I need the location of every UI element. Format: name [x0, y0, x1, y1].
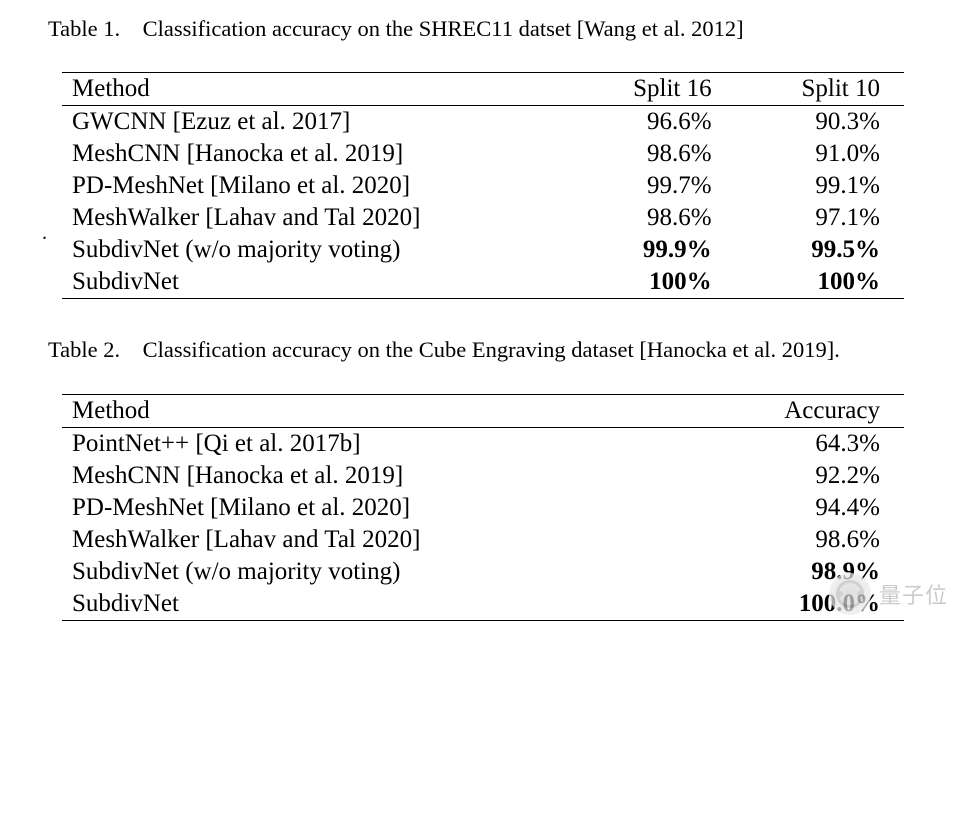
table1-caption: Table 1. Classification accuracy on the … — [48, 14, 918, 44]
cell-accuracy: 94.4% — [651, 492, 904, 524]
cell-method: SubdivNet (w/o majority voting) — [62, 234, 550, 266]
table1: Method Split 16 Split 10 GWCNN [Ezuz et … — [62, 72, 904, 299]
cell-method: PD-MeshNet [Milano et al. 2020] — [62, 492, 651, 524]
cell-split10: 100% — [736, 266, 904, 299]
cell-split16: 99.9% — [550, 234, 735, 266]
table2-col-accuracy: Accuracy — [651, 394, 904, 427]
table-row: SubdivNet 100.0% — [62, 588, 904, 621]
cell-split10: 90.3% — [736, 106, 904, 139]
table2-caption: Table 2. Classification accuracy on the … — [48, 335, 918, 365]
cell-method: MeshCNN [Hanocka et al. 2019] — [62, 138, 550, 170]
cell-accuracy: 98.6% — [651, 524, 904, 556]
cell-accuracy: 64.3% — [651, 427, 904, 460]
cell-method: MeshWalker [Lahav and Tal 2020] — [62, 202, 550, 234]
cell-method: PD-MeshNet [Milano et al. 2020] — [62, 170, 550, 202]
cell-split10: 91.0% — [736, 138, 904, 170]
cell-split16: 96.6% — [550, 106, 735, 139]
table2-header-row: Method Accuracy — [62, 394, 904, 427]
cell-split10: 97.1% — [736, 202, 904, 234]
watermark-logo-icon — [829, 573, 871, 615]
table2: Method Accuracy PointNet++ [Qi et al. 20… — [62, 394, 904, 621]
cell-split16: 98.6% — [550, 138, 735, 170]
table1-header-row: Method Split 16 Split 10 — [62, 73, 904, 106]
table-row: SubdivNet (w/o majority voting) 98.9% — [62, 556, 904, 588]
watermark-text: 量子位 — [879, 578, 948, 610]
cell-method: SubdivNet (w/o majority voting) — [62, 556, 651, 588]
watermark: 量子位 — [829, 573, 948, 615]
table1-col-split10: Split 10 — [736, 73, 904, 106]
table-row: MeshCNN [Hanocka et al. 2019] 98.6% 91.0… — [62, 138, 904, 170]
cell-method: MeshCNN [Hanocka et al. 2019] — [62, 460, 651, 492]
cell-method: MeshWalker [Lahav and Tal 2020] — [62, 524, 651, 556]
cell-split16: 100% — [550, 266, 735, 299]
table-row: GWCNN [Ezuz et al. 2017] 96.6% 90.3% — [62, 106, 904, 139]
cell-split16: 98.6% — [550, 202, 735, 234]
table1-col-method: Method — [62, 73, 550, 106]
table-row: MeshCNN [Hanocka et al. 2019] 92.2% — [62, 460, 904, 492]
table1-col-split16: Split 16 — [550, 73, 735, 106]
table-row: PD-MeshNet [Milano et al. 2020] 94.4% — [62, 492, 904, 524]
table-row: SubdivNet 100% 100% — [62, 266, 904, 299]
cell-method: PointNet++ [Qi et al. 2017b] — [62, 427, 651, 460]
cell-accuracy: 92.2% — [651, 460, 904, 492]
table-row: MeshWalker [Lahav and Tal 2020] 98.6% 97… — [62, 202, 904, 234]
table-row: PointNet++ [Qi et al. 2017b] 64.3% — [62, 427, 904, 460]
table-row: PD-MeshNet [Milano et al. 2020] 99.7% 99… — [62, 170, 904, 202]
table2-col-method: Method — [62, 394, 651, 427]
table-row: SubdivNet (w/o majority voting) 99.9% 99… — [62, 234, 904, 266]
cell-split10: 99.1% — [736, 170, 904, 202]
cell-split10: 99.5% — [736, 234, 904, 266]
cell-method: GWCNN [Ezuz et al. 2017] — [62, 106, 550, 139]
table-row: MeshWalker [Lahav and Tal 2020] 98.6% — [62, 524, 904, 556]
cell-method: SubdivNet — [62, 266, 550, 299]
cell-method: SubdivNet — [62, 588, 651, 621]
cell-split16: 99.7% — [550, 170, 735, 202]
stray-dot: . — [42, 222, 47, 245]
